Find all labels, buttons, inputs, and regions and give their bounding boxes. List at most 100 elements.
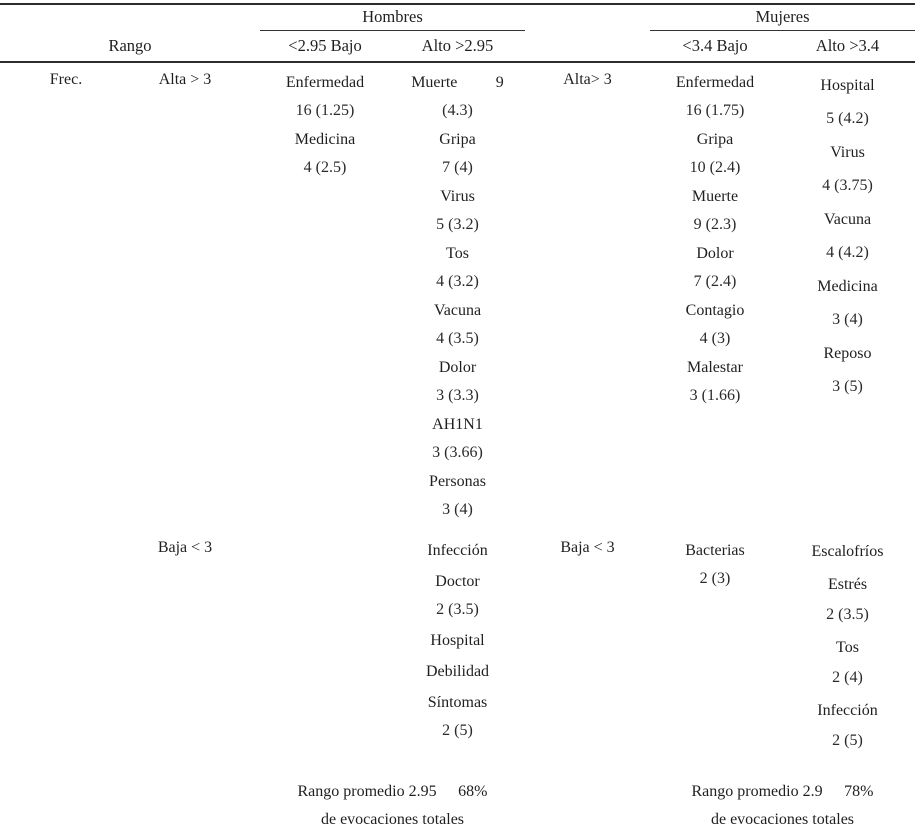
header-rule	[0, 61, 915, 63]
evocation-value: 7 (4)	[442, 159, 473, 176]
summary-hombres-promedio: Rango promedio 2.95	[297, 783, 437, 800]
evocation-word: AH1N1	[432, 416, 483, 433]
evocation-value: 3 (3.3)	[436, 387, 479, 404]
evocation-frequency: 9	[495, 74, 504, 91]
evocation-value: 2 (5)	[442, 722, 473, 739]
row-label-alta-hombres: Alta > 3	[158, 71, 212, 88]
evocation-value: 3 (3.66)	[432, 444, 483, 461]
row-label-baja-hombres: Baja < 3	[157, 539, 213, 556]
evocation-word: Doctor	[435, 573, 480, 590]
evocation-value: 7 (2.4)	[693, 273, 737, 290]
evocation-value: 4 (3)	[699, 330, 731, 347]
evocation-entry: Virus 5 (3.2)	[390, 183, 525, 239]
evocation-entry: Dolor 7 (2.4)	[650, 240, 780, 296]
evocation-value: 4 (3.75)	[822, 177, 873, 194]
group-header-hombres: Hombres	[260, 5, 525, 31]
evocation-word: Gripa	[439, 131, 476, 148]
evocation-word: Reposo	[823, 345, 872, 362]
evocation-value: 16 (1.25)	[295, 102, 355, 119]
evocation-word: Enfermedad	[675, 74, 755, 91]
evocation-word: Medicina	[294, 131, 356, 148]
evocation-entry: Doctor 2 (3.5)	[390, 568, 525, 624]
evocation-word: Escalofríos	[811, 543, 884, 560]
column-header-hombres-bajo: <2.95 Bajo	[288, 36, 362, 55]
evocation-entry: Muerte 9 (4.3)	[390, 69, 525, 125]
evocation-entry: Reposo 3 (5)	[780, 337, 915, 403]
evocation-word: Hospital	[820, 77, 875, 94]
evocation-entry: Medicina 3 (4)	[780, 270, 915, 336]
evocation-value: 2 (3.5)	[436, 601, 479, 618]
summary-hombres-line1: Rango promedio 2.95 68%	[260, 778, 525, 806]
evocation-entry: Dolor 3 (3.3)	[390, 354, 525, 410]
summary-mujeres-line1: Rango promedio 2.9 78%	[650, 778, 915, 806]
evocation-word: Virus	[440, 188, 475, 205]
summary-mujeres-line2: de evocaciones totales	[710, 811, 855, 828]
evocation-entry: Vacuna 4 (3.5)	[390, 297, 525, 353]
evocation-entry: Tos 2 (4)	[780, 633, 915, 693]
evocation-word: Tos	[446, 245, 469, 262]
evocation-value: 10 (2.4)	[689, 159, 741, 176]
evocation-word: Medicina	[817, 278, 878, 295]
evocation-value: 2 (4)	[832, 669, 863, 686]
evocation-value: 2 (5)	[832, 732, 863, 749]
evocation-value: 3 (4)	[442, 501, 473, 518]
column-header-mujeres-alto: Alto >3.4	[815, 36, 880, 55]
evocation-value: 3 (1.66)	[689, 387, 741, 404]
evocation-word: Malestar	[687, 359, 743, 376]
evocation-entry: Bacterias 2 (3)	[650, 537, 780, 593]
evocation-word: Muerte	[691, 188, 739, 205]
evocation-word: Dolor	[696, 245, 734, 262]
evocation-word: Muerte 9	[411, 74, 504, 91]
evocation-entry: Enfermedad 16 (1.75)	[650, 69, 780, 125]
cell-hombres-bajo-alta: Enfermedad 16 (1.25) Medicina 4 (2.5)	[260, 63, 390, 535]
evocation-word: Virus	[830, 144, 865, 161]
cell-mujeres-bajo-baja: Bacterias 2 (3)	[650, 535, 780, 770]
evocation-word: Hospital	[430, 632, 485, 649]
evocation-entry: Estrés 2 (3.5)	[780, 570, 915, 630]
evocation-word: Contagio	[685, 302, 745, 319]
summary-mujeres-percent: 78%	[844, 783, 874, 800]
summary-hombres-percent: 68%	[458, 783, 488, 800]
evocation-entry: Síntomas 2 (5)	[390, 689, 525, 745]
evocation-entry: Debilidad	[390, 658, 525, 686]
evocation-word: Estrés	[827, 576, 868, 593]
evocation-entry: Virus 4 (3.75)	[780, 136, 915, 202]
evocation-value: (4.3)	[442, 102, 473, 119]
group-header-mujeres: Mujeres	[650, 5, 915, 31]
evocation-value: 9 (2.3)	[693, 216, 737, 233]
evocation-value: 16 (1.75)	[685, 102, 745, 119]
evocation-word: Bacterias	[685, 542, 745, 559]
evocation-value: 5 (3.2)	[436, 216, 479, 233]
row-label-baja-mujeres: Baja < 3	[560, 539, 615, 556]
evocation-entry: Escalofríos	[780, 537, 915, 567]
evocation-word: Gripa	[696, 131, 734, 148]
top-rule	[0, 3, 915, 5]
column-header-mujeres-bajo: <3.4 Bajo	[682, 36, 748, 55]
evocation-value: 4 (3.2)	[436, 273, 479, 290]
evocation-entry: Muerte 9 (2.3)	[650, 183, 780, 239]
table-body: Frec. Alta > 3 Enfermedad 16 (1.25) Medici…	[0, 63, 915, 770]
evocation-value: 3 (5)	[832, 378, 863, 395]
evocation-value: 5 (4.2)	[826, 110, 869, 127]
range-header-row: Rango <2.95 Bajo Alto >2.95 <3.4 Bajo Al…	[0, 31, 915, 61]
cell-hombres-alto-baja: Infección Doctor 2 (3.5) Hospital Debilidad S…	[390, 535, 525, 770]
evocation-word: Infección	[817, 702, 878, 719]
evocation-word: Enfermedad	[285, 74, 365, 91]
cell-mujeres-alto-baja: Escalofríos Estrés 2 (3.5) Tos 2 (4) Infecció…	[780, 535, 915, 770]
group-header-row: Hombres Mujeres	[0, 5, 915, 31]
evocation-value: 4 (4.2)	[826, 244, 869, 261]
group-header-hombres-label: Hombres	[362, 7, 423, 26]
evocation-entry: Infección	[390, 537, 525, 565]
cell-mujeres-alto-alta: Hospital 5 (4.2) Virus 4 (3.75) Vacuna 4 (4.2…	[780, 63, 915, 535]
evocation-entry: Medicina 4 (2.5)	[260, 126, 390, 182]
evocation-word: Vacuna	[823, 211, 872, 228]
evocation-value: 2 (3)	[699, 570, 731, 587]
evocation-word: Debilidad	[425, 663, 490, 680]
cell-hombres-alto-alta: Muerte 9 (4.3) Gripa 7 (4) Virus 5 (3.2) Tos 4 (…	[390, 63, 525, 535]
evocation-value: 2 (3.5)	[826, 606, 869, 623]
summary-mujeres: Rango promedio 2.9 78% de evocaciones tot…	[650, 770, 915, 837]
evocation-entry: Contagio 4 (3)	[650, 297, 780, 353]
summary-mujeres-promedio: Rango promedio 2.9	[691, 783, 823, 800]
summary-hombres-line2: de evocaciones totales	[320, 811, 465, 828]
evocation-entry: Personas 3 (4)	[390, 468, 525, 524]
